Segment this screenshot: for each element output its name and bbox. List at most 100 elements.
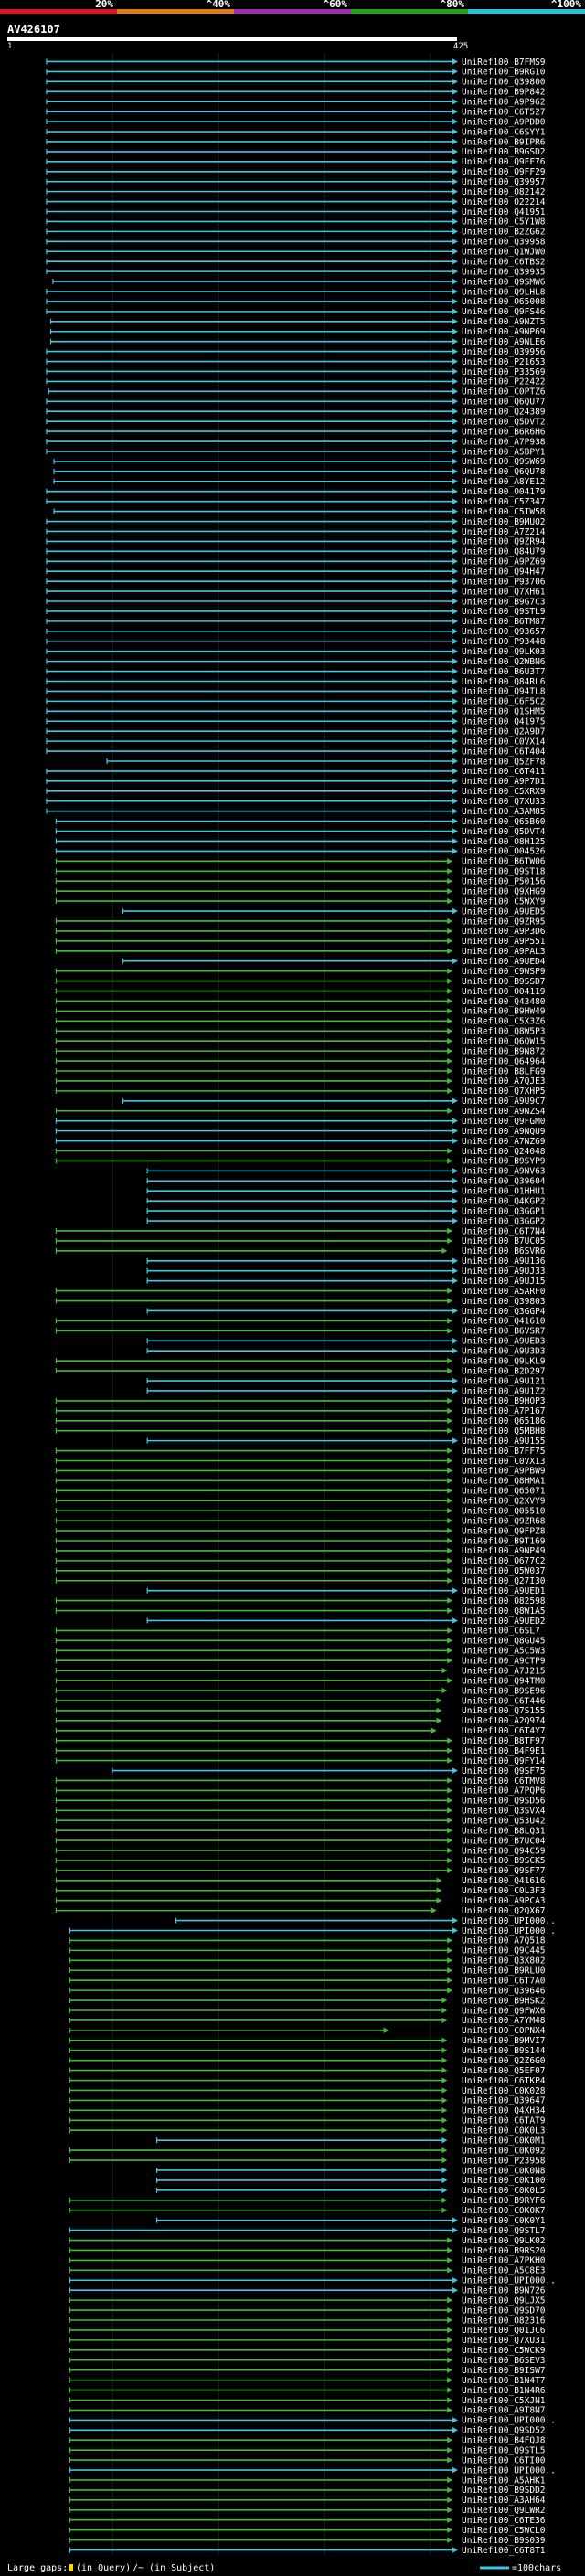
hit-label[interactable]: UniRef100_Q39604 bbox=[462, 1177, 546, 1187]
hit-label[interactable]: UniRef100_Q9LHL8 bbox=[462, 287, 546, 297]
hit-label[interactable]: UniRef100_B2D297 bbox=[462, 1366, 546, 1376]
hit-label[interactable]: UniRef100_A8YE12 bbox=[462, 477, 546, 487]
hit-label[interactable]: UniRef100_A9PCA3 bbox=[462, 1896, 546, 1906]
hit-label[interactable]: UniRef100_O22214 bbox=[462, 197, 546, 207]
hit-label[interactable]: UniRef100_C0VX14 bbox=[462, 737, 546, 747]
hit-label[interactable]: UniRef100_Q9FF29 bbox=[462, 167, 546, 177]
hit-label[interactable]: UniRef100_Q8GU45 bbox=[462, 1637, 546, 1647]
hit-label[interactable]: UniRef100_A3AH64 bbox=[462, 2496, 546, 2506]
hit-label[interactable]: UniRef100_O82598 bbox=[462, 1596, 546, 1606]
hit-label[interactable]: UniRef100_Q43480 bbox=[462, 997, 546, 1007]
hit-label[interactable]: UniRef100_B9P842 bbox=[462, 88, 546, 98]
hit-label[interactable]: UniRef100_Q1SHM5 bbox=[462, 707, 546, 717]
hit-label[interactable]: UniRef100_Q9FY14 bbox=[462, 1756, 546, 1766]
hit-label[interactable]: UniRef100_Q9LJX5 bbox=[462, 2295, 546, 2306]
hit-label[interactable]: UniRef100_Q39800 bbox=[462, 78, 546, 88]
hit-label[interactable]: UniRef100_A9NQU9 bbox=[462, 1127, 546, 1137]
hit-label[interactable]: UniRef100_Q9FGM0 bbox=[462, 1117, 546, 1127]
hit-label[interactable]: UniRef100_B9G7C3 bbox=[462, 597, 546, 607]
hit-label[interactable]: UniRef100_C6T7A0 bbox=[462, 1976, 546, 1986]
hit-label[interactable]: UniRef100_C9WSP9 bbox=[462, 967, 546, 977]
hit-label[interactable]: UniRef100_A5AHK1 bbox=[462, 2475, 546, 2486]
hit-label[interactable]: UniRef100_Q9SD56 bbox=[462, 1797, 546, 1807]
hit-label[interactable]: UniRef100_A9UED1 bbox=[462, 1586, 546, 1596]
hit-label[interactable]: UniRef100_Q84RL6 bbox=[462, 677, 546, 687]
hit-label[interactable]: UniRef100_C0K0L5 bbox=[462, 2186, 546, 2196]
hit-label[interactable]: UniRef100_Q05510 bbox=[462, 1506, 546, 1516]
hit-label[interactable]: UniRef100_C0VX13 bbox=[462, 1457, 546, 1467]
hit-label[interactable]: UniRef100_A7Z214 bbox=[462, 527, 546, 537]
hit-label[interactable]: UniRef100_UPI000.. bbox=[462, 2465, 556, 2475]
hit-label[interactable]: UniRef100_Q9LKL9 bbox=[462, 1356, 546, 1366]
hit-label[interactable]: UniRef100_Q7S155 bbox=[462, 1706, 546, 1716]
hit-label[interactable]: UniRef100_O04526 bbox=[462, 847, 546, 857]
hit-label[interactable]: UniRef100_C6TMV8 bbox=[462, 1776, 546, 1786]
hit-label[interactable]: UniRef100_Q6QU78 bbox=[462, 467, 546, 477]
hit-label[interactable]: UniRef100_Q24389 bbox=[462, 408, 546, 418]
hit-label[interactable]: UniRef100_Q5DVT4 bbox=[462, 827, 546, 837]
hit-label[interactable]: UniRef100_Q5MBH8 bbox=[462, 1426, 546, 1436]
hit-label[interactable]: UniRef100_C6TAT9 bbox=[462, 2116, 546, 2126]
hit-label[interactable]: UniRef100_O65008 bbox=[462, 297, 546, 307]
hit-label[interactable]: UniRef100_A9P3D6 bbox=[462, 927, 546, 937]
hit-label[interactable]: UniRef100_C0PNX4 bbox=[462, 2026, 546, 2036]
hit-label[interactable]: UniRef100_Q41951 bbox=[462, 207, 546, 217]
hit-label[interactable]: UniRef100_A7J215 bbox=[462, 1666, 546, 1676]
hit-label[interactable]: UniRef100_C0L3F3 bbox=[462, 1886, 546, 1896]
hit-label[interactable]: UniRef100_Q9SF75 bbox=[462, 1766, 546, 1776]
hit-label[interactable]: UniRef100_C0K0Y1 bbox=[462, 2216, 546, 2226]
hit-label[interactable]: UniRef100_P50156 bbox=[462, 877, 546, 887]
hit-label[interactable]: UniRef100_Q9ZR94 bbox=[462, 537, 546, 547]
hit-label[interactable]: UniRef100_Q84U79 bbox=[462, 547, 546, 557]
hit-label[interactable]: UniRef100_Q24048 bbox=[462, 1147, 546, 1157]
hit-label[interactable]: UniRef100_B9SYP9 bbox=[462, 1157, 546, 1167]
hit-label[interactable]: UniRef100_Q94TL8 bbox=[462, 687, 546, 697]
hit-label[interactable]: UniRef100_A2Q974 bbox=[462, 1716, 546, 1726]
hit-label[interactable]: UniRef100_A9P962 bbox=[462, 98, 546, 108]
hit-label[interactable]: UniRef100_Q94C59 bbox=[462, 1846, 546, 1856]
hit-label[interactable]: UniRef100_C0K0M1 bbox=[462, 2136, 546, 2146]
hit-label[interactable]: UniRef100_B9RG10 bbox=[462, 68, 546, 78]
hit-label[interactable]: UniRef100_Q9FF76 bbox=[462, 157, 546, 167]
hit-label[interactable]: UniRef100_O82142 bbox=[462, 187, 546, 197]
hit-label[interactable]: UniRef100_C5Y1W8 bbox=[462, 217, 546, 228]
hit-label[interactable]: UniRef100_Q01JC6 bbox=[462, 2326, 546, 2336]
hit-label[interactable]: UniRef100_B6SVR6 bbox=[462, 1246, 546, 1256]
hit-label[interactable]: UniRef100_Q5W037 bbox=[462, 1566, 546, 1576]
hit-label[interactable]: UniRef100_B9HOP3 bbox=[462, 1396, 546, 1406]
hit-label[interactable]: UniRef100_A7P167 bbox=[462, 1406, 546, 1416]
hit-label[interactable]: UniRef100_Q2QX67 bbox=[462, 1906, 546, 1916]
hit-label[interactable]: UniRef100_A9UJ33 bbox=[462, 1267, 546, 1277]
hit-label[interactable]: UniRef100_A9U155 bbox=[462, 1436, 546, 1447]
hit-label[interactable]: UniRef100_B9RS20 bbox=[462, 2246, 546, 2256]
hit-label[interactable]: UniRef100_A9UED2 bbox=[462, 1617, 546, 1627]
hit-label[interactable]: UniRef100_A9P551 bbox=[462, 937, 546, 947]
hit-label[interactable]: UniRef100_Q6QW15 bbox=[462, 1036, 546, 1046]
hit-label[interactable]: UniRef100_C5WCL0 bbox=[462, 2526, 546, 2536]
hit-label[interactable]: UniRef100_C6F5C2 bbox=[462, 697, 546, 707]
hit-label[interactable]: UniRef100_Q94TM0 bbox=[462, 1676, 546, 1686]
hit-label[interactable]: UniRef100_Q39803 bbox=[462, 1297, 546, 1307]
hit-label[interactable]: UniRef100_Q3SVX4 bbox=[462, 1807, 546, 1817]
hit-label[interactable]: UniRef100_A5C8E3 bbox=[462, 2266, 546, 2276]
hit-label[interactable]: UniRef100_B4F9E1 bbox=[462, 1746, 546, 1756]
hit-label[interactable]: UniRef100_C6T8T1 bbox=[462, 2546, 546, 2556]
hit-label[interactable]: UniRef100_Q9SD70 bbox=[462, 2306, 546, 2316]
hit-label[interactable]: UniRef100_B4FQJ8 bbox=[462, 2436, 546, 2446]
hit-label[interactable]: UniRef100_Q9FWX6 bbox=[462, 2006, 546, 2016]
hit-label[interactable]: UniRef100_Q9C445 bbox=[462, 1946, 546, 1956]
hit-label[interactable]: UniRef100_UPI000.. bbox=[462, 1916, 556, 1926]
hit-label[interactable]: UniRef100_Q3GGP2 bbox=[462, 1216, 546, 1226]
hit-label[interactable]: UniRef100_C6T404 bbox=[462, 747, 546, 757]
hit-label[interactable]: UniRef100_Q9SMW6 bbox=[462, 277, 546, 287]
hit-label[interactable]: UniRef100_Q8W5P3 bbox=[462, 1027, 546, 1037]
hit-label[interactable]: UniRef100_A7PKH0 bbox=[462, 2256, 546, 2266]
hit-label[interactable]: UniRef100_C5Z347 bbox=[462, 497, 546, 507]
hit-label[interactable]: UniRef100_P93706 bbox=[462, 577, 546, 587]
hit-label[interactable]: UniRef100_Q1WJW0 bbox=[462, 248, 546, 258]
hit-label[interactable]: UniRef100_B9RLU0 bbox=[462, 1966, 546, 1977]
hit-label[interactable]: UniRef100_C6TE36 bbox=[462, 2516, 546, 2526]
hit-label[interactable]: UniRef100_C0K0N8 bbox=[462, 2166, 546, 2176]
hit-label[interactable]: UniRef100_Q7XU31 bbox=[462, 2336, 546, 2346]
hit-label[interactable]: UniRef100_A9CTP9 bbox=[462, 1657, 546, 1667]
